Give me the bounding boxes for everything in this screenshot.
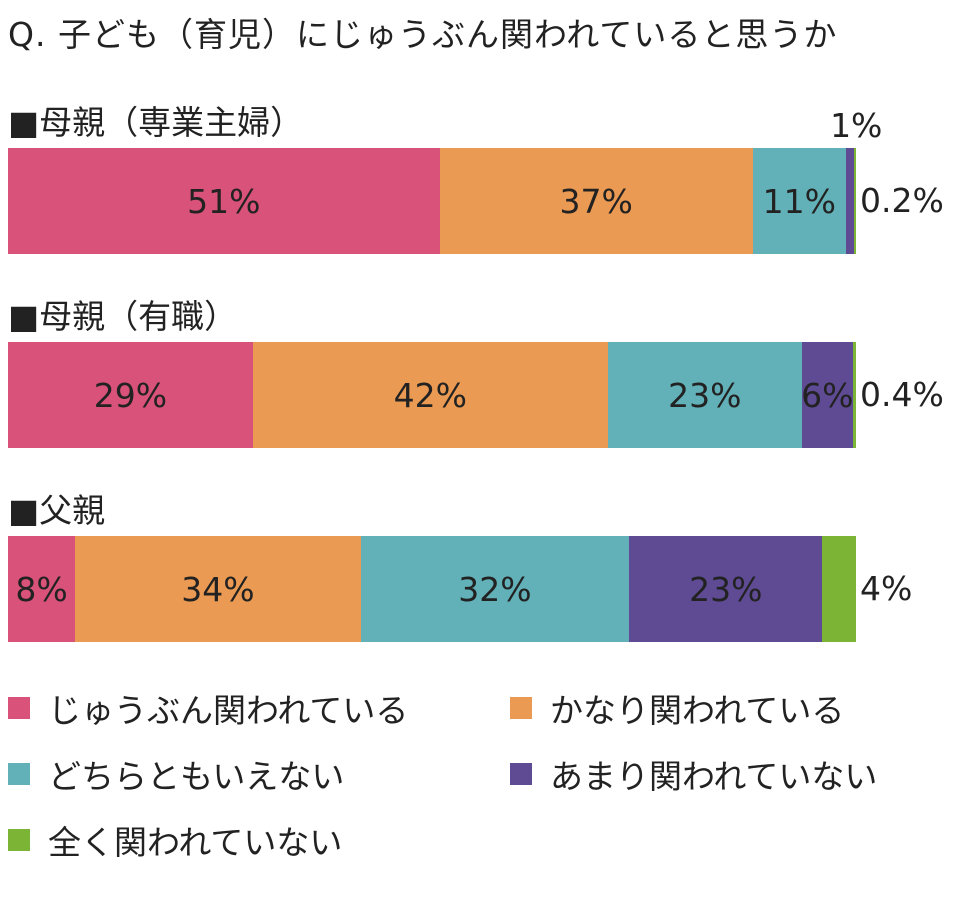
bar-segment-seg-dochira: 32% <box>360 536 630 642</box>
category-label: ■母親（専業主婦） <box>8 103 304 142</box>
category-label: ■父親 <box>8 491 106 530</box>
bar-segment-seg-mattaku <box>854 148 856 254</box>
data-label: 51% <box>187 181 261 221</box>
data-label: 42% <box>393 375 467 415</box>
legend-swatch <box>8 829 30 851</box>
chart-title: Q. 子ども（育児）にじゅうぶん関われていると思うか <box>8 15 838 54</box>
legend-swatch <box>510 697 532 719</box>
stacked-bar: 51% 37% 11% 1% 0.2% <box>8 106 944 254</box>
data-label: 8% <box>15 569 68 609</box>
legend-item-amari: あまり関われていない <box>510 750 877 798</box>
category-label: ■母親（有職） <box>8 297 238 336</box>
bar-segment-seg-kanari: 42% <box>252 342 608 448</box>
bar-segment-seg-mattaku <box>822 536 856 642</box>
stacked-bar: 8% 34% 32% 23% 4% <box>8 536 912 642</box>
legend-label: あまり関われていない <box>550 757 878 796</box>
bar-segment-seg-amari: 6% <box>801 342 854 448</box>
bar-segment-seg-dochira: 23% <box>607 342 802 448</box>
bar-segment-seg-kanari: 37% <box>439 148 753 254</box>
legend-label: どちらともいえない <box>48 757 345 796</box>
data-label: 29% <box>93 375 168 415</box>
bar-segment-seg-amari: 23% <box>629 536 823 642</box>
legend-label: かなり関われている <box>550 691 845 730</box>
legend-item-kanari: かなり関われている <box>510 684 844 732</box>
legend-item-juubun: じゅうぶん関われている <box>8 684 408 732</box>
bar-segment-seg-mattaku <box>852 342 856 448</box>
data-label-outside-top: 1% <box>830 106 883 145</box>
bar-segment-seg-dochira: 11% <box>752 148 846 254</box>
bar-segment-seg-amari <box>845 148 855 254</box>
legend-swatch <box>510 763 532 785</box>
data-label-outside-right: 4% <box>860 569 913 608</box>
bar-segment-seg-juubun: 29% <box>8 342 253 448</box>
legend-item-dochira: どちらともいえない <box>8 750 344 798</box>
bar-segment-seg-kanari: 34% <box>75 536 361 642</box>
legend-item-mattaku: 全く関われていない <box>8 816 342 864</box>
data-label: 11% <box>762 181 836 221</box>
data-label: 23% <box>689 569 763 609</box>
data-label: 32% <box>458 569 532 609</box>
data-label-outside-right: 0.4% <box>860 375 944 414</box>
data-label: 37% <box>559 181 633 221</box>
legend-swatch <box>8 697 30 719</box>
stacked-bar: 29% 42% 23% 6% 0.4% <box>8 342 944 448</box>
data-label: 23% <box>668 375 742 415</box>
legend-swatch <box>8 763 30 785</box>
bar-segment-seg-juubun: 51% <box>8 148 440 254</box>
data-label: 6% <box>801 375 854 415</box>
legend-label: じゅうぶん関われている <box>48 691 409 730</box>
bar-segment-seg-juubun: 8% <box>8 536 76 642</box>
data-label-outside-right: 0.2% <box>860 181 944 220</box>
legend-label: 全く関われていない <box>48 823 343 862</box>
data-label: 34% <box>181 569 255 609</box>
